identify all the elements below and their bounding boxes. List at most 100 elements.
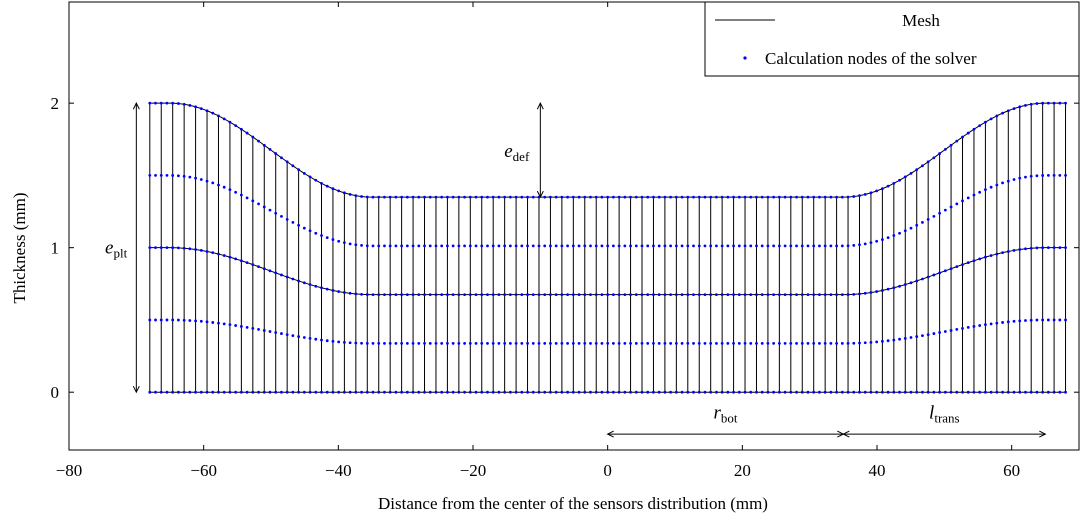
solver-node xyxy=(915,168,919,172)
solver-node xyxy=(285,333,289,336)
solver-node xyxy=(354,341,358,345)
solver-node xyxy=(531,244,535,248)
solver-node xyxy=(463,244,466,248)
solver-node xyxy=(554,390,558,394)
solver-node xyxy=(182,246,186,250)
solver-node xyxy=(949,390,953,394)
solver-node xyxy=(869,291,873,294)
solver-node xyxy=(869,241,873,245)
solver-node xyxy=(806,390,810,394)
r_bot-label: rbot xyxy=(713,402,737,425)
solver-node xyxy=(629,244,632,248)
solver-node xyxy=(297,223,301,227)
solver-node xyxy=(732,390,735,394)
solver-node xyxy=(852,244,856,247)
solver-node xyxy=(732,195,735,199)
solver-node xyxy=(978,190,982,194)
solver-node xyxy=(159,246,163,250)
solver-node xyxy=(818,342,821,345)
solver-node xyxy=(377,342,381,345)
solver-node xyxy=(594,293,598,297)
solver-node xyxy=(314,390,318,394)
solver-node xyxy=(434,342,438,345)
solver-node xyxy=(497,390,501,394)
solver-node xyxy=(892,181,896,185)
solver-node xyxy=(623,293,627,297)
e_def-arrowhead-top xyxy=(536,102,544,110)
solver-node xyxy=(491,342,495,345)
solver-node xyxy=(606,293,610,297)
legend-box xyxy=(704,1,1080,77)
solver-node xyxy=(474,293,478,297)
solver-node xyxy=(257,139,260,143)
solver-node xyxy=(800,195,804,199)
solver-node xyxy=(434,244,438,248)
solver-node xyxy=(1046,246,1050,250)
solver-node xyxy=(291,334,295,337)
solver-node xyxy=(417,195,421,199)
solver-node xyxy=(394,244,398,248)
solver-node xyxy=(188,103,192,107)
solver-node xyxy=(886,390,890,394)
solver-node xyxy=(846,293,850,296)
solver-node xyxy=(268,330,272,333)
solver-node xyxy=(995,183,999,187)
solver-node xyxy=(549,293,552,297)
solver-node xyxy=(806,244,810,248)
solver-node xyxy=(1052,174,1056,177)
solver-node xyxy=(514,342,518,345)
solver-node xyxy=(405,390,409,394)
solver-node xyxy=(640,293,644,297)
solver-node xyxy=(400,293,404,297)
solver-node xyxy=(812,390,816,394)
solver-node xyxy=(171,174,175,177)
solver-node xyxy=(285,275,289,279)
solver-node xyxy=(165,101,169,105)
x-tick-label: 60 xyxy=(1003,461,1020,480)
solver-node xyxy=(583,342,587,345)
solver-node xyxy=(840,244,844,248)
solver-node xyxy=(926,390,930,394)
x-tick-label: −80 xyxy=(56,461,83,480)
solver-node xyxy=(903,175,907,179)
solver-node xyxy=(1029,390,1033,394)
solver-node xyxy=(314,231,318,235)
solver-node xyxy=(852,195,856,198)
solver-node xyxy=(680,342,684,345)
solver-node xyxy=(571,195,575,199)
solver-node xyxy=(354,194,358,198)
solver-node xyxy=(789,390,793,394)
solver-node xyxy=(320,390,323,394)
solver-node xyxy=(417,342,421,345)
solver-node xyxy=(486,390,489,394)
solver-node xyxy=(938,211,942,215)
solver-node xyxy=(302,226,306,230)
solver-node xyxy=(308,229,312,233)
solver-node xyxy=(869,340,873,344)
solver-node xyxy=(360,195,363,198)
solver-node xyxy=(1064,318,1067,322)
y-tick-label: 2 xyxy=(51,94,60,113)
solver-node xyxy=(715,244,718,248)
solver-node xyxy=(823,195,827,199)
solver-node xyxy=(468,390,472,394)
solver-node xyxy=(921,390,924,394)
solver-node xyxy=(898,337,901,341)
solver-node xyxy=(640,342,644,345)
solver-node xyxy=(239,127,243,131)
solver-node xyxy=(972,127,976,131)
solver-node xyxy=(154,318,157,322)
solver-node xyxy=(909,336,913,339)
solver-node xyxy=(274,331,278,334)
solver-node xyxy=(835,390,838,394)
solver-node xyxy=(737,244,741,248)
solver-node xyxy=(486,244,489,248)
solver-node xyxy=(955,202,959,206)
solver-node xyxy=(606,244,610,248)
solver-node xyxy=(594,390,598,394)
solver-node xyxy=(858,194,861,198)
solver-node xyxy=(228,323,232,327)
solver-node xyxy=(394,293,398,297)
solver-node xyxy=(468,195,472,199)
solver-node xyxy=(760,195,764,199)
